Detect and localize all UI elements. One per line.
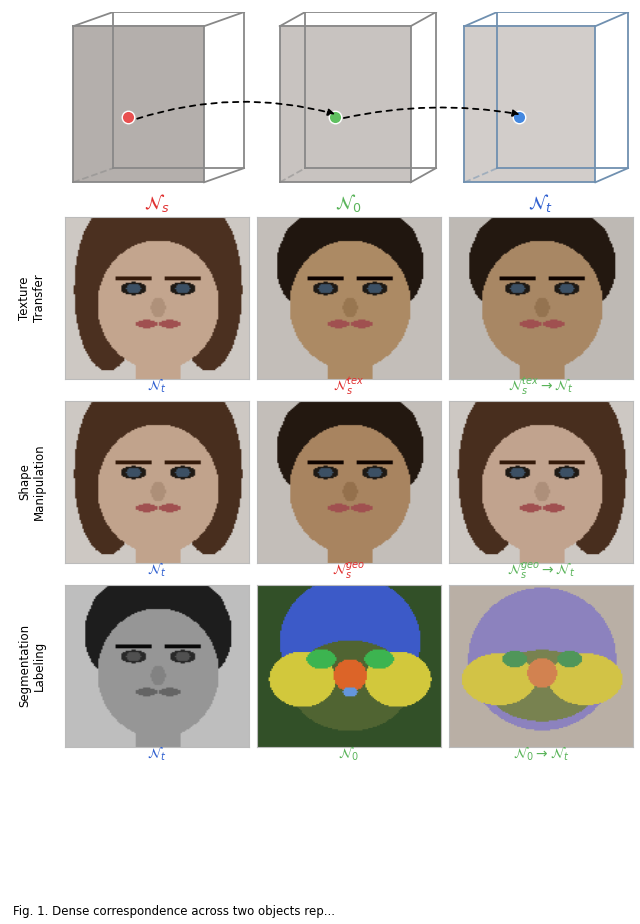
Text: $\mathcal{N}_0 \rightarrow \mathcal{N}_t$: $\mathcal{N}_0 \rightarrow \mathcal{N}_t… (513, 745, 569, 763)
Text: Texture
Transfer: Texture Transfer (18, 274, 46, 322)
Text: Segmentation
Labeling: Segmentation Labeling (18, 625, 46, 707)
Text: $\mathcal{N}_0$: $\mathcal{N}_0$ (335, 192, 362, 214)
Text: $\mathcal{N}_s^{tex}$: $\mathcal{N}_s^{tex}$ (333, 375, 364, 397)
Text: $\mathcal{N}_s^{geo}$: $\mathcal{N}_s^{geo}$ (332, 560, 365, 580)
Text: $\mathcal{N}_0$: $\mathcal{N}_0$ (339, 745, 359, 763)
Text: Shape
Manipulation: Shape Manipulation (18, 444, 46, 520)
Text: $\mathcal{N}_t$: $\mathcal{N}_t$ (147, 561, 166, 579)
Text: $\mathcal{N}_s$: $\mathcal{N}_s$ (144, 192, 170, 214)
Text: $\mathcal{N}_s^{tex} \rightarrow \mathcal{N}_t$: $\mathcal{N}_s^{tex} \rightarrow \mathca… (508, 375, 574, 397)
Text: Fig. 1. Dense correspondence across two objects rep...: Fig. 1. Dense correspondence across two … (13, 906, 335, 918)
Text: $\mathcal{N}_t$: $\mathcal{N}_t$ (147, 745, 166, 763)
Text: $\mathcal{N}_t$: $\mathcal{N}_t$ (147, 377, 166, 395)
Text: $\mathcal{N}_s^{geo} \rightarrow \mathcal{N}_t$: $\mathcal{N}_s^{geo} \rightarrow \mathca… (507, 560, 575, 580)
Text: $\mathcal{N}_t$: $\mathcal{N}_t$ (529, 192, 553, 214)
